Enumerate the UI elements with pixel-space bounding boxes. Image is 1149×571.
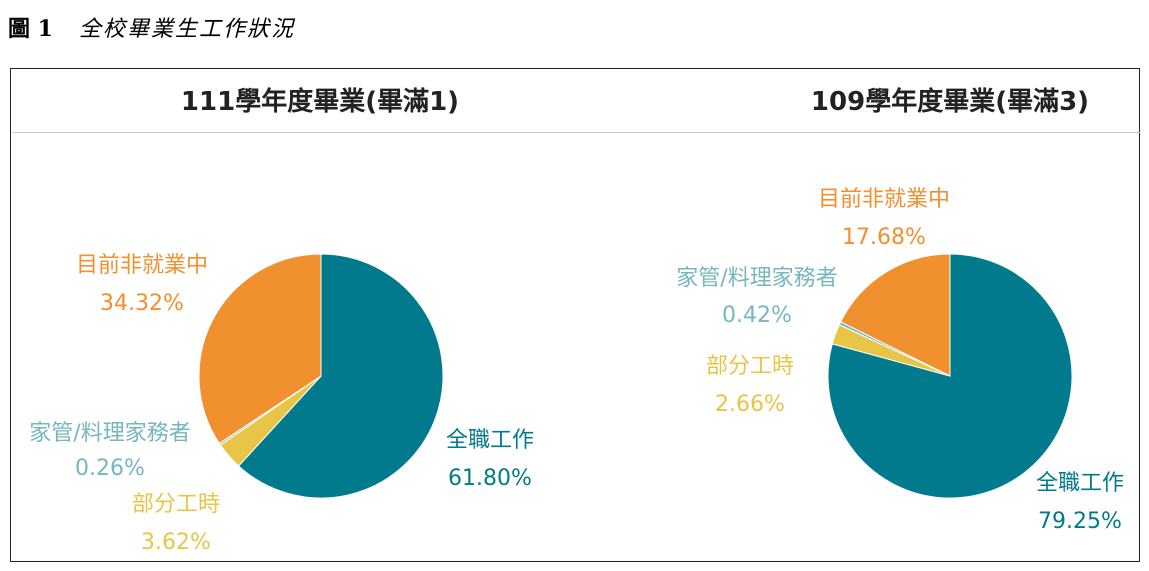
header-divider: [12, 132, 1140, 133]
chart-title-111: 111學年度畢業(畢滿1): [180, 87, 460, 117]
slice-percent-fulltime-1: 79.25%: [1038, 509, 1122, 534]
slice-percent-parttime-0: 3.62%: [141, 530, 211, 555]
slice-percent-unemployed-1: 17.68%: [842, 225, 926, 250]
pie-slice-unemployed-0: [198, 253, 322, 445]
figure-title: 全校畢業生工作狀況: [78, 17, 295, 42]
slice-label-household-1: 家管/料理家務者: [676, 266, 837, 291]
slice-percent-fulltime-0: 61.80%: [448, 466, 532, 491]
slice-percent-household-0: 0.26%: [75, 456, 145, 481]
slice-label-fulltime-0: 全職工作: [446, 428, 534, 453]
chart-frame: [10, 68, 1140, 562]
figure-caption: 圖 1 全校畢業生工作狀況: [8, 10, 295, 44]
slice-percent-unemployed-0: 34.32%: [100, 291, 184, 316]
pie-slice-fulltime-0: [237, 253, 444, 499]
slice-percent-parttime-1: 2.66%: [715, 392, 785, 417]
slice-label-unemployed-1: 目前非就業中: [818, 187, 950, 212]
chart-title-109: 109學年度畢業(畢滿3): [810, 87, 1090, 117]
slice-label-parttime-1: 部分工時: [706, 354, 794, 379]
slice-label-fulltime-1: 全職工作: [1036, 471, 1124, 496]
pie-slice-unemployed-1: [840, 253, 951, 377]
figure-number: 圖 1: [8, 16, 53, 42]
slice-percent-household-1: 0.42%: [722, 303, 792, 328]
slice-label-household-0: 家管/料理家務者: [29, 421, 190, 446]
slice-label-unemployed-0: 目前非就業中: [76, 253, 208, 278]
slice-label-parttime-0: 部分工時: [132, 492, 220, 517]
